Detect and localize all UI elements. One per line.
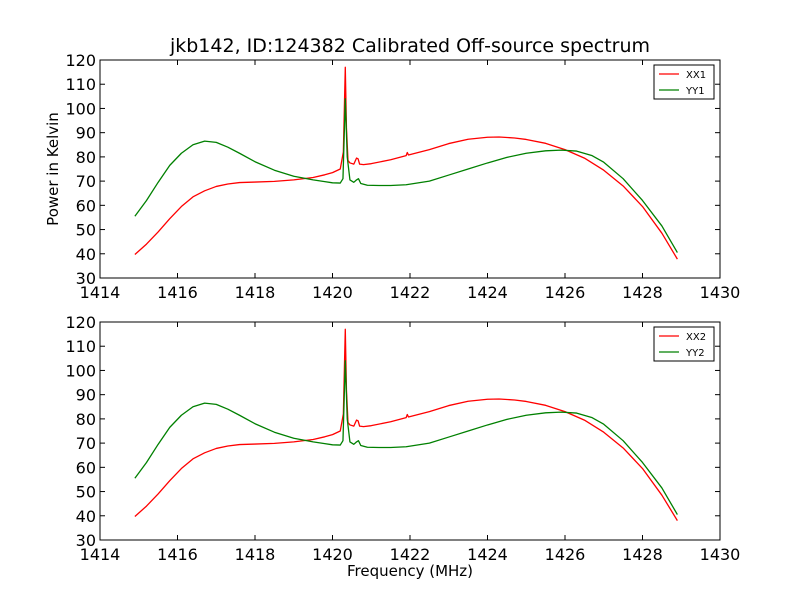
series-line-yy2 <box>134 360 678 515</box>
y-axis-label: Power in Kelvin <box>44 112 62 226</box>
x-tick-label: 1428 <box>622 283 663 302</box>
x-tick-label: 1416 <box>157 545 198 564</box>
y-tick-label: 70 <box>76 172 96 191</box>
x-tick-label: 1426 <box>545 283 586 302</box>
x-tick-label: 1422 <box>390 545 431 564</box>
x-tick-label: 1420 <box>312 283 353 302</box>
x-tick-label: 1424 <box>467 283 508 302</box>
y-tick-label: 30 <box>76 269 96 288</box>
legend-box <box>653 64 715 100</box>
y-tick-label: 90 <box>76 386 96 405</box>
y-tick-label: 90 <box>76 124 96 143</box>
legend-label-xx2: XX2 <box>686 332 706 343</box>
y-tick-label: 100 <box>65 361 96 380</box>
legend-label-yy2: YY2 <box>685 348 705 359</box>
y-tick-label: 30 <box>76 531 96 550</box>
x-tick-label: 1414 <box>80 283 121 302</box>
y-tick-label: 110 <box>65 75 96 94</box>
x-tick-label: 1418 <box>235 545 276 564</box>
y-tick-label: 60 <box>76 196 96 215</box>
x-axis-label: Frequency (MHz) <box>347 562 473 580</box>
y-tick-label: 80 <box>76 410 96 429</box>
legend-label-xx1: XX1 <box>686 70 706 81</box>
top-panel: 1414 1416 1418 1420 1422 1424 1426 1428 1430 30 40… <box>44 51 740 302</box>
legend-label-yy1: YY1 <box>685 86 705 97</box>
y-tick-label: 50 <box>76 483 96 502</box>
x-tick-label: 1426 <box>545 545 586 564</box>
series-line-xx2 <box>134 328 678 521</box>
x-tick-label: 1418 <box>235 283 276 302</box>
y-tick-label: 80 <box>76 148 96 167</box>
y-tick-label: 100 <box>65 99 96 118</box>
y-tick-label: 40 <box>76 245 96 264</box>
x-tick-label: 1416 <box>157 283 198 302</box>
y-tick-label: 70 <box>76 434 96 453</box>
series-line-yy1 <box>134 98 678 253</box>
y-tick-label: 50 <box>76 221 96 240</box>
x-tick-label: 1430 <box>700 283 741 302</box>
y-tick-label: 60 <box>76 458 96 477</box>
y-tick-label: 120 <box>65 51 96 70</box>
bottom-panel: 1414 1416 1418 1420 1422 1424 1426 1428 1430 30 40… <box>65 313 740 580</box>
x-tick-label: 1430 <box>700 545 741 564</box>
figure-title: jkb142, ID:124382 Calibrated Off-source … <box>169 35 650 57</box>
x-tick-label: 1422 <box>390 283 431 302</box>
x-tick-label: 1420 <box>312 545 353 564</box>
y-tick-label: 120 <box>65 313 96 332</box>
legend-box <box>653 326 715 362</box>
x-tick-label: 1428 <box>622 545 663 564</box>
series-line-xx1 <box>134 66 678 260</box>
y-tick-label: 110 <box>65 337 96 356</box>
y-tick-label: 40 <box>76 507 96 526</box>
x-tick-label: 1414 <box>80 545 121 564</box>
x-tick-label: 1424 <box>467 545 508 564</box>
